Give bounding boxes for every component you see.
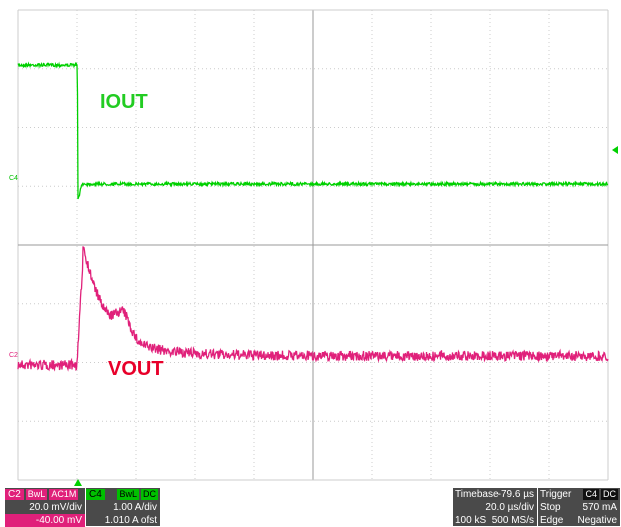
timebase-box: Timebase -79.6 µs 20.0 µs/div 100 kS 500 M… [453,488,537,526]
channel-name: C4 [86,489,105,500]
channel-marker: C4 [9,175,18,182]
offset: 1.010 A ofst [104,515,157,526]
delay: -79.6 µs [497,489,534,500]
trigger-level [612,146,618,154]
channel-box: C4 BwL DC 1.00 A/div 1.010 A ofst [86,488,160,526]
trace-label: IOUT [100,91,148,113]
tag: BwL [25,489,48,500]
scale: 1.00 A/div [113,502,157,513]
grid [17,9,609,481]
tag: DC [141,489,158,500]
plot: IOUT VOUT C4 C2 [9,9,618,486]
trigger-type: Edge [540,515,564,526]
timebase-label: Timebase [455,489,499,500]
trace-label: VOUT [108,358,164,380]
trigger-coupling: DC [601,489,618,500]
iout-trace [17,61,609,200]
offset: -40.00 mV [5,514,85,527]
trigger-mode: Stop [540,502,561,513]
channel-name: C2 [5,489,24,500]
trigger-label: Trigger [540,489,572,500]
time-scale: 20.0 µs/div [485,502,534,513]
trigger-box: Trigger C4 DC Stop 570 mA Edge Negative [538,488,620,526]
trigger-level: 570 mA [582,502,617,513]
channel-marker: C2 [9,352,18,359]
trigger-slope: Negative [577,515,617,526]
channel-box: C2 BwL AC1M 20.0 mV/div -40.00 mV [5,488,85,527]
tag: BwL [117,489,139,500]
scale: 20.0 mV/div [29,502,82,513]
trigger-position [74,479,82,486]
samples: 100 kS [455,515,487,526]
trigger-source: C4 [583,489,599,500]
sample-rate: 500 MS/s [491,515,534,526]
vout-trace [17,246,609,372]
tag: AC1M [49,489,79,500]
